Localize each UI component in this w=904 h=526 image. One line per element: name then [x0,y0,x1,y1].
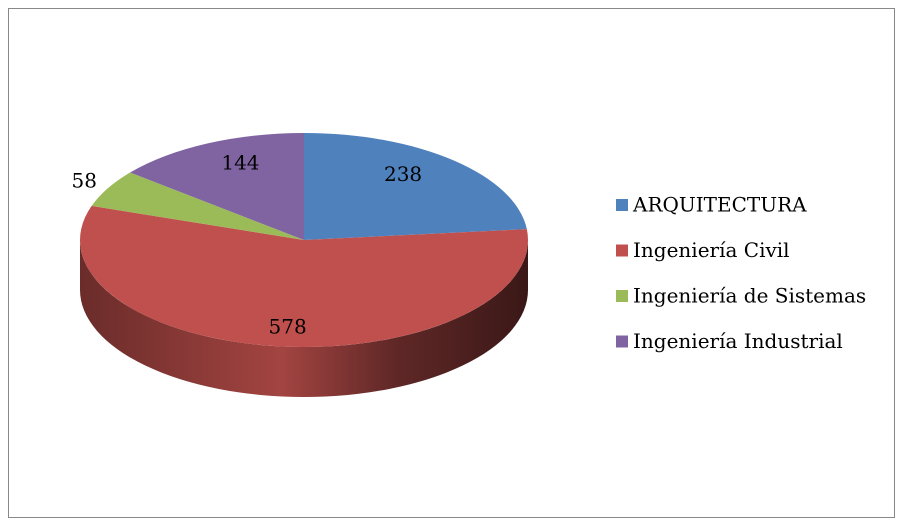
legend-label: Ingeniería de Sistemas [633,284,866,308]
pie-side [80,240,528,397]
legend-swatch [616,199,628,211]
data-label: 578 [269,315,307,339]
data-label: 144 [221,151,259,175]
legend-swatch [616,335,628,348]
legend-label: Ingeniería Industrial [633,329,843,353]
legend-label: ARQUITECTURA [632,193,807,217]
legend-swatch [616,290,628,302]
legend-swatch [616,244,628,257]
data-label: 238 [384,162,422,186]
legend-label: Ingeniería Civil [633,238,790,262]
pie-slice [304,133,527,240]
pie-slice [80,205,529,347]
pie-slice [91,172,304,240]
pie-slice [130,133,304,240]
data-label: 58 [71,169,96,193]
